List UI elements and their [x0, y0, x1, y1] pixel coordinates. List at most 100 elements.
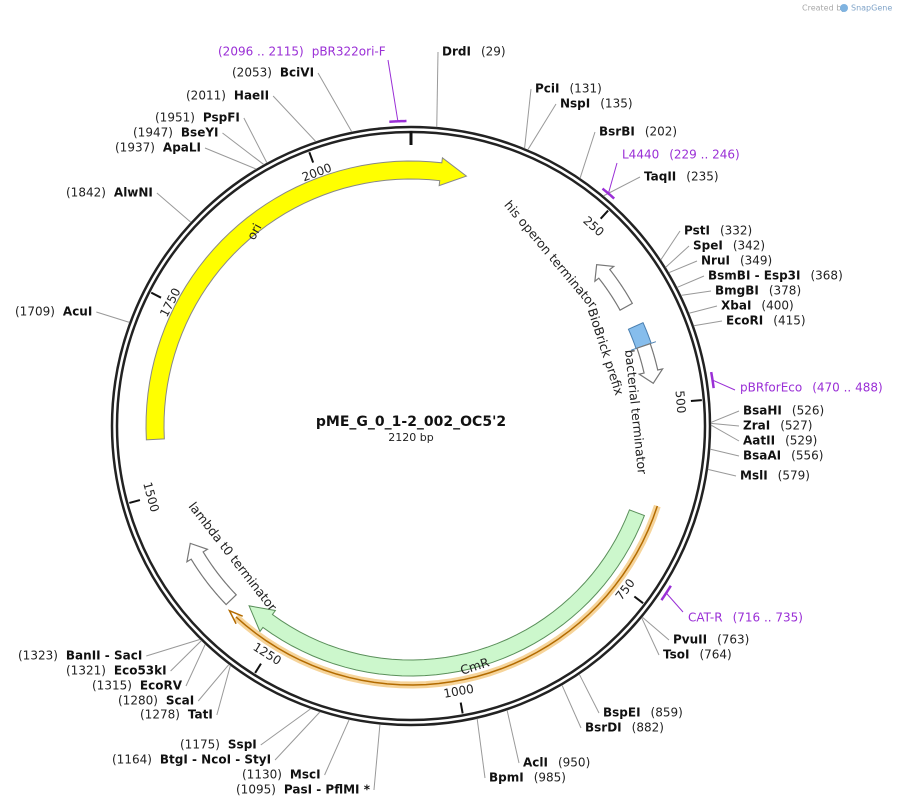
primer-site — [389, 119, 407, 124]
enzyme-name: BanII - SacI — [66, 649, 142, 663]
tick-mark — [129, 499, 141, 504]
enzyme-name: HaeII — [234, 89, 269, 103]
enzyme-leader — [561, 685, 582, 729]
enzyme-leader — [668, 260, 698, 274]
enzyme-position: (950) — [558, 756, 590, 770]
enzyme-position: (1280) — [118, 694, 158, 708]
feature-lambda-terminator — [186, 542, 238, 606]
enzyme-leader — [274, 711, 321, 761]
enzyme-name: BsrBI — [599, 125, 635, 139]
enzyme-leader — [156, 192, 192, 223]
tick-mark — [633, 595, 644, 604]
enzyme-leader — [436, 51, 439, 128]
enzyme-position: (1321) — [66, 664, 106, 678]
enzyme-name: ScaI — [166, 694, 194, 708]
enzyme-name: PasI - PflMI * — [284, 783, 371, 797]
enzyme-position: (342) — [733, 239, 765, 253]
enzyme-position: (579) — [778, 469, 810, 483]
enzyme-leader — [324, 719, 350, 776]
enzyme-name: PstI — [684, 224, 710, 238]
enzyme-name: DrdI — [442, 45, 471, 59]
primer-name: pBRforEco — [740, 381, 802, 395]
enzyme-position: (1842) — [66, 186, 106, 200]
enzyme-leader — [676, 275, 705, 288]
feature-label: BioBrick prefix — [585, 306, 627, 397]
enzyme-name: BciVI — [280, 66, 314, 80]
enzyme-leader — [170, 640, 202, 672]
enzyme-leader — [146, 638, 201, 657]
tick-label: 1000 — [442, 682, 475, 701]
enzyme-name: BtgI - NcoI - StyI — [160, 753, 271, 767]
enzyme-position: (1709) — [15, 305, 55, 319]
tick-label: 1500 — [140, 480, 162, 513]
enzyme-leader — [185, 644, 206, 687]
enzyme-name: TsoI — [663, 648, 689, 662]
enzyme-name: BseYI — [181, 126, 219, 140]
enzyme-position: (526) — [792, 404, 824, 418]
primer-leader — [607, 162, 618, 194]
enzyme-name: BmgBI — [715, 284, 759, 298]
enzyme-leader — [641, 617, 660, 656]
enzyme-leader — [709, 448, 740, 457]
enzyme-leader — [527, 103, 557, 150]
enzyme-leader — [272, 95, 317, 142]
enzyme-name: SspI — [228, 738, 257, 752]
enzyme-name: TaqII — [644, 170, 676, 184]
enzyme-name: XbaI — [721, 299, 751, 313]
tick-mark — [150, 291, 162, 299]
enzyme-name: AcuI — [63, 305, 92, 319]
enzyme-leader — [506, 710, 520, 764]
enzyme-leader — [693, 320, 723, 327]
enzyme-leader — [710, 422, 740, 427]
primer-name: pBR322ori-F — [312, 45, 386, 59]
enzyme-position: (202) — [645, 125, 677, 139]
enzyme-name: BsrDI — [585, 721, 622, 735]
enzyme-leader — [660, 230, 681, 261]
enzyme-name: PspFI — [203, 111, 240, 125]
enzyme-name: Eco53kI — [114, 664, 167, 678]
enzyme-name: PvuII — [673, 633, 707, 647]
enzyme-name: MslI — [740, 469, 768, 483]
enzyme-position: (1175) — [180, 738, 220, 752]
primer-name: CAT-R — [688, 611, 723, 625]
enzyme-position: (131) — [570, 82, 602, 96]
primer-site — [601, 187, 616, 200]
tick-mark — [308, 151, 315, 163]
enzyme-position: (527) — [780, 419, 812, 433]
enzyme-position: (2011) — [186, 89, 226, 103]
enzyme-position: (332) — [720, 224, 752, 238]
enzyme-name: MscI — [290, 768, 321, 782]
enzyme-leader — [260, 708, 312, 746]
feature-ori — [145, 156, 468, 441]
enzyme-position: (29) — [481, 45, 506, 59]
enzyme-leader — [373, 724, 381, 791]
enzyme-position: (1947) — [133, 126, 173, 140]
enzyme-position: (556) — [791, 449, 823, 463]
backbone-outer — [110, 125, 712, 727]
credit-prefix: Created by — [802, 4, 846, 13]
primer-site — [709, 371, 715, 389]
enzyme-name: AclI — [523, 756, 548, 770]
enzyme-position: (764) — [699, 648, 731, 662]
enzyme-leader — [665, 245, 690, 268]
enzyme-name: EcoRV — [140, 679, 183, 693]
enzyme-position: (985) — [534, 771, 566, 785]
feature-bacterial-terminator — [636, 342, 664, 385]
feature-label: his operon terminator — [501, 197, 600, 311]
enzyme-leader — [710, 410, 740, 423]
enzyme-name: ZraI — [743, 419, 770, 433]
enzyme-name: BsaHI — [743, 404, 782, 418]
enzyme-position: (235) — [686, 170, 718, 184]
enzyme-name: AatII — [743, 434, 775, 448]
enzyme-name: BsmBI - Esp3I — [708, 269, 800, 283]
credit-icon — [840, 4, 848, 12]
enzyme-name: BsaAI — [743, 449, 781, 463]
primer-site — [660, 585, 672, 601]
enzyme-leader — [317, 72, 353, 133]
tick-mark — [599, 209, 609, 220]
enzyme-name: BpmI — [489, 771, 524, 785]
enzyme-position: (400) — [761, 299, 793, 313]
tick-label: 500 — [672, 390, 688, 414]
enzyme-name: ApaLI — [163, 141, 201, 155]
